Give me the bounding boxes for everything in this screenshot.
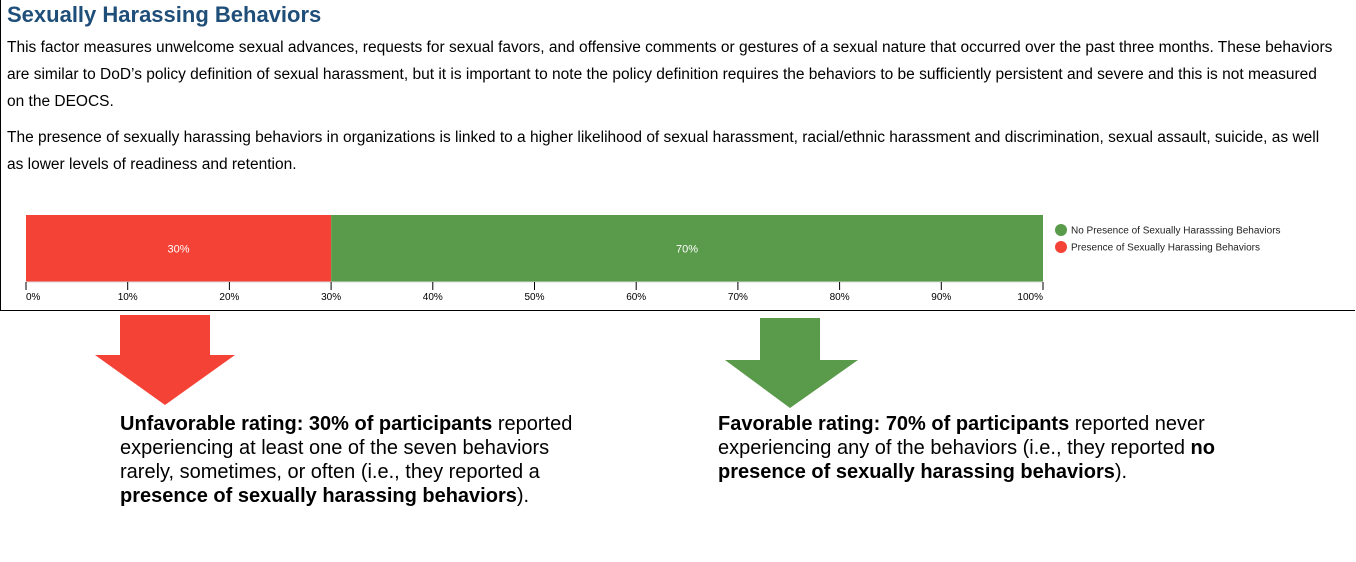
x-tick-label: 50% [524, 292, 544, 303]
legend-label: No Presence of Sexually Harasssing Behav… [1071, 226, 1281, 237]
arrow [725, 318, 858, 408]
bold-text: Unfavorable rating: 30% of participants [120, 413, 493, 435]
x-tick-label: 60% [626, 292, 646, 303]
legend-swatch [1055, 224, 1067, 236]
title: Sexually Harassing Behaviors [7, 2, 322, 27]
data-label: 30% [168, 244, 190, 256]
legend-swatch [1055, 241, 1067, 253]
x-tick-label: 80% [830, 292, 850, 303]
bold-text: presence of sexually harassing behaviors [120, 485, 517, 507]
x-tick-label: 0% [26, 292, 41, 303]
x-tick-label: 10% [118, 292, 138, 303]
bar-segment [26, 215, 332, 282]
legend-label: Presence of Sexually Harassing Behaviors [1071, 243, 1260, 254]
text: ). [516, 485, 530, 507]
bold-text: no presence of sexually harassing behavi… [718, 437, 1215, 483]
factor-panel: Sexually Harassing Behaviors This factor… [0, 0, 1355, 311]
x-tick-label: 20% [219, 292, 239, 303]
x-tick-label: 90% [931, 292, 951, 303]
data-label: 70% [676, 244, 698, 256]
arrow [95, 315, 235, 405]
text: reported experiencing at least one of th… [120, 413, 573, 483]
paragraph: This factor measures unwelcome sexual ad… [7, 39, 1333, 110]
rating-note: Favorable rating: 70% of participants re… [718, 412, 1218, 484]
x-tick-label: 100% [1017, 292, 1043, 303]
bar-segment [331, 215, 1044, 282]
x-tick-label: 40% [423, 292, 443, 303]
x-tick-label: 30% [321, 292, 341, 303]
x-tick-label: 70% [728, 292, 748, 303]
paragraph: The presence of sexually harassing behav… [7, 129, 1320, 173]
bold-text: Favorable rating: 70% of participants [718, 413, 1070, 435]
rating-note: Unfavorable rating: 30% of participants … [120, 412, 590, 508]
text: ). [1114, 461, 1128, 483]
text: reported never experiencing any of the b… [718, 413, 1205, 459]
